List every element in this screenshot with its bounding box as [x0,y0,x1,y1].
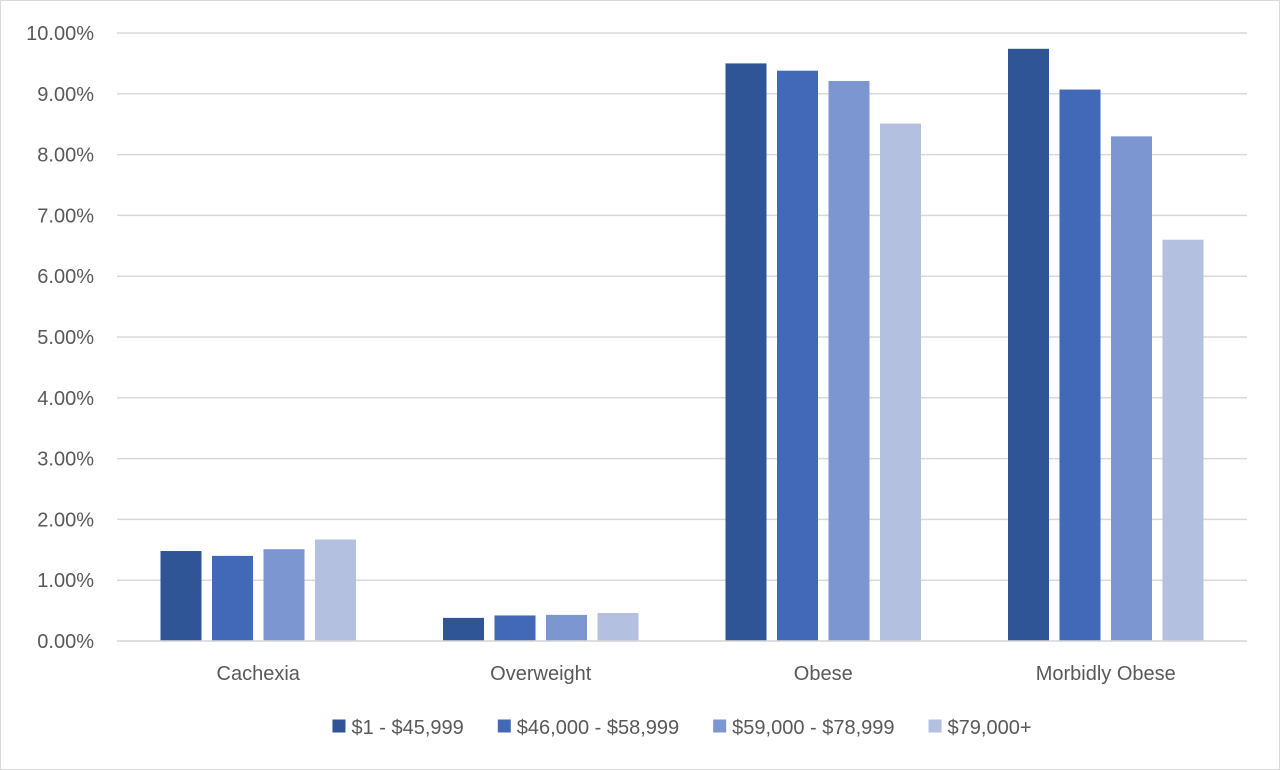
bar [1059,89,1101,641]
bar [494,615,536,641]
x-category-label: Overweight [490,663,592,685]
legend-label: $1 - $45,999 [351,717,463,739]
y-tick-label: 2.00% [37,509,94,531]
y-tick-label: 9.00% [37,84,94,106]
bar [315,539,356,641]
x-axis-category-labels: Cachexia Overweight Obese Morbidly Obese [217,663,1176,685]
legend-label: $59,000 - $78,999 [732,717,894,739]
legend-item: $59,000 - $78,999 [713,717,895,739]
legend-label: $79,000+ [948,717,1032,739]
legend-swatch [497,719,511,733]
y-tick-label: 10.00% [26,23,94,45]
legend-swatch [332,719,346,733]
y-tick-label: 0.00% [37,631,94,653]
legend-swatch [928,719,942,733]
legend-item: $79,000+ [928,717,1032,739]
x-category-label: Obese [794,663,853,685]
bar [828,81,870,642]
bar [263,549,305,641]
y-tick-label: 3.00% [37,449,94,471]
bar [777,70,818,642]
legend-swatch [713,719,727,733]
bar [725,63,767,641]
x-category-label: Morbidly Obese [1036,663,1176,685]
bar [443,617,484,641]
y-tick-label: 8.00% [37,145,94,167]
y-tick-label: 7.00% [37,205,94,227]
bars [117,48,1247,642]
bar [546,614,587,641]
y-tick-label: 6.00% [37,266,94,288]
y-tick-label: 5.00% [37,327,94,349]
y-axis-tick-labels: 0.00% 1.00% 2.00% 3.00% 4.00% 5.00% 6.00% 7.00%… [26,23,94,653]
bar [597,613,639,641]
bar [880,123,921,642]
legend-label: $46,000 - $58,999 [517,717,679,739]
legend-item: $46,000 - $58,999 [497,717,679,739]
x-category-label: Cachexia [217,663,301,685]
y-tick-label: 1.00% [37,570,94,592]
legend: $1 - $45,999 $46,000 - $58,999 $59,000 - $… [332,717,1032,739]
bar [1111,136,1152,642]
y-tick-label: 4.00% [37,388,94,410]
bar [212,555,253,641]
legend-item: $1 - $45,999 [332,717,464,739]
bar [1008,48,1049,642]
bar [160,551,202,641]
bar [1162,239,1204,641]
